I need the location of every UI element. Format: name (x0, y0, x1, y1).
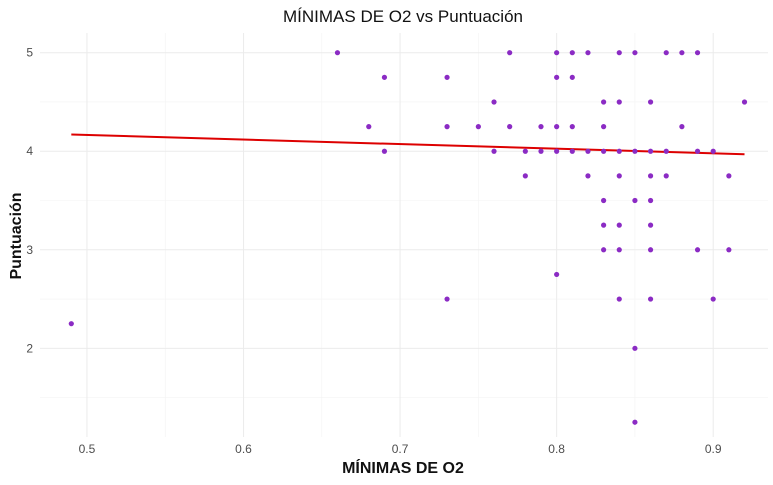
data-point (695, 50, 700, 55)
data-point (617, 223, 622, 228)
data-point (554, 149, 559, 154)
data-point (570, 149, 575, 154)
data-point (695, 149, 700, 154)
data-point (538, 149, 543, 154)
data-point (679, 50, 684, 55)
x-tick-label: 0.7 (392, 442, 409, 456)
data-point (617, 247, 622, 252)
data-point (601, 99, 606, 104)
x-tick-label: 0.5 (79, 442, 96, 456)
data-point (632, 346, 637, 351)
data-point (664, 149, 669, 154)
y-tick-label: 2 (26, 341, 33, 355)
data-point (554, 75, 559, 80)
data-point (617, 149, 622, 154)
x-tick-label: 0.9 (705, 442, 722, 456)
data-point (382, 149, 387, 154)
y-tick-label: 5 (26, 46, 33, 60)
data-point (444, 296, 449, 301)
data-point (648, 247, 653, 252)
data-point (554, 272, 559, 277)
data-point (632, 420, 637, 425)
data-point (648, 149, 653, 154)
data-point (695, 247, 700, 252)
data-point (538, 124, 543, 129)
data-point (632, 149, 637, 154)
data-point (601, 198, 606, 203)
data-point (444, 75, 449, 80)
data-point (507, 124, 512, 129)
data-point (711, 149, 716, 154)
data-point (570, 50, 575, 55)
data-point (570, 75, 575, 80)
data-point (601, 247, 606, 252)
x-tick-label: 0.6 (235, 442, 252, 456)
data-point (554, 50, 559, 55)
chart-title: MÍNIMAS DE O2 vs Puntuación (283, 7, 523, 26)
data-point (617, 50, 622, 55)
data-point (664, 50, 669, 55)
points-layer (69, 50, 747, 425)
data-point (664, 173, 669, 178)
data-point (69, 321, 74, 326)
data-point (335, 50, 340, 55)
data-point (617, 99, 622, 104)
data-point (585, 50, 590, 55)
data-point (632, 50, 637, 55)
y-axis-title: Puntuación (8, 192, 25, 279)
data-point (523, 149, 528, 154)
data-point (726, 247, 731, 252)
data-point (491, 149, 496, 154)
data-point (382, 75, 387, 80)
data-point (601, 223, 606, 228)
data-point (648, 223, 653, 228)
data-point (632, 198, 637, 203)
data-point (648, 198, 653, 203)
data-point (366, 124, 371, 129)
data-point (648, 99, 653, 104)
data-point (570, 124, 575, 129)
y-tick-label: 4 (26, 144, 33, 158)
data-point (742, 99, 747, 104)
data-point (617, 296, 622, 301)
data-point (648, 173, 653, 178)
data-point (585, 173, 590, 178)
data-point (679, 124, 684, 129)
data-point (601, 149, 606, 154)
data-point (491, 99, 496, 104)
data-point (476, 124, 481, 129)
data-point (444, 124, 449, 129)
data-point (554, 124, 559, 129)
x-tick-label: 0.8 (548, 442, 565, 456)
data-point (585, 149, 590, 154)
data-point (726, 173, 731, 178)
y-tick-label: 3 (26, 243, 33, 257)
x-axis-title: MÍNIMAS DE O2 (342, 458, 464, 477)
data-point (601, 124, 606, 129)
data-point (711, 296, 716, 301)
data-point (523, 173, 528, 178)
data-point (617, 173, 622, 178)
data-point (507, 50, 512, 55)
data-point (648, 296, 653, 301)
grid (40, 33, 768, 437)
